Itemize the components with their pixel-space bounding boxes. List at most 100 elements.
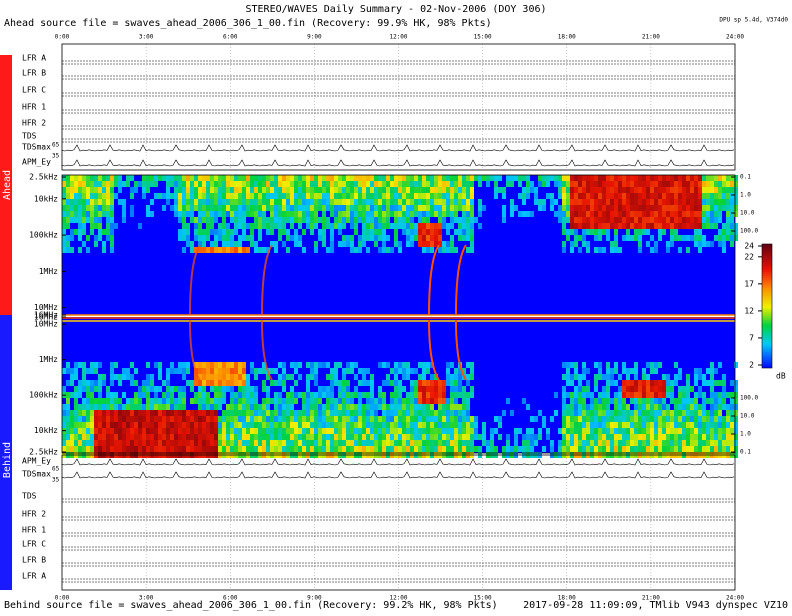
top-note: Ahead source file = swaves_ahead_2006_30… — [4, 18, 492, 29]
spectrogram-cell — [694, 434, 698, 440]
spectrogram-cell — [646, 392, 650, 398]
spectrogram-cell — [154, 410, 158, 416]
spectrogram-cell — [614, 398, 618, 404]
spectrogram-cell — [422, 205, 426, 211]
spectrogram-cell — [278, 446, 282, 452]
spectrogram-cell — [194, 416, 198, 422]
spectrogram-cell — [294, 392, 298, 398]
spectrogram-cell — [186, 428, 190, 434]
spectrogram-cell — [66, 398, 70, 404]
spectrogram-cell — [678, 440, 682, 446]
spectrogram-cell — [446, 374, 450, 380]
spectrogram-cell — [238, 175, 242, 181]
spectrogram-cell — [246, 428, 250, 434]
spectrogram-cell — [678, 205, 682, 211]
spectrogram-cell — [622, 380, 626, 386]
spectrogram-cell — [414, 416, 418, 422]
spectrogram-cell — [366, 229, 370, 235]
spectrogram-cell — [438, 392, 442, 398]
spectrogram-cell — [670, 440, 674, 446]
spectrogram-cell — [690, 410, 694, 416]
spectrogram-cell — [506, 181, 510, 187]
spectrogram-cell — [218, 205, 222, 211]
spectrogram-cell — [86, 181, 90, 187]
spectrogram-cell — [350, 193, 354, 199]
spectrogram-cell — [162, 428, 166, 434]
spectrogram-cell — [594, 404, 598, 410]
sfu-tick-label: 100.0 — [740, 228, 758, 235]
spectrogram-cell — [78, 446, 82, 452]
spectrogram-cell — [150, 386, 154, 392]
spectrogram-cell — [322, 404, 326, 410]
spectrogram-cell — [202, 199, 206, 205]
spectrogram-cell — [602, 181, 606, 187]
spectrogram-cell — [610, 428, 614, 434]
spectrogram-cell — [94, 416, 98, 422]
spectrogram-cell — [722, 235, 726, 241]
spectrogram-cell — [146, 181, 150, 187]
spectrogram-cell — [598, 422, 602, 428]
spectrogram-cell — [506, 398, 510, 404]
spectrogram-cell — [194, 217, 198, 223]
spectrogram-cell — [594, 422, 598, 428]
spectrogram-cell — [142, 410, 146, 416]
spectrogram-cell — [330, 368, 334, 374]
spectrogram-cell — [98, 398, 102, 404]
spectrogram-cell — [270, 205, 274, 211]
spectrogram-cell — [434, 199, 438, 205]
spectrogram-cell — [658, 199, 662, 205]
spectrogram-cell — [262, 223, 266, 229]
spectrogram-cell — [218, 223, 222, 229]
spectrogram-cell — [174, 199, 178, 205]
spectrogram-cell — [358, 398, 362, 404]
spectrogram-cell — [130, 205, 134, 211]
spectrogram-cell — [370, 235, 374, 241]
spectrogram-cell — [310, 229, 314, 235]
spectrogram-cell — [666, 217, 670, 223]
spectrogram-cell — [178, 211, 182, 217]
spectrogram-cell — [186, 223, 190, 229]
spectrogram-cell — [602, 374, 606, 380]
spectrogram-cell — [62, 434, 66, 440]
spectrogram-cell — [726, 392, 730, 398]
spectrogram-cell — [714, 446, 718, 452]
spectrogram-cell — [594, 193, 598, 199]
spectrogram-cell — [450, 428, 454, 434]
spectrogram-cell — [258, 229, 262, 235]
spectrogram-cell — [98, 235, 102, 241]
spectrogram-cell — [202, 380, 206, 386]
spectrogram-cell — [230, 181, 234, 187]
spectrogram-cell — [306, 416, 310, 422]
spectrogram-cell — [734, 362, 738, 368]
spectrogram-cell — [290, 446, 294, 452]
spectrogram-cell — [318, 187, 322, 193]
spectrogram-cell — [318, 392, 322, 398]
spectrogram-cell — [178, 199, 182, 205]
spectrogram-cell — [142, 392, 146, 398]
spectrogram-cell — [270, 241, 274, 247]
spectrogram-cell — [158, 446, 162, 452]
spectrogram-cell — [654, 217, 658, 223]
spectrogram-cell — [266, 229, 270, 235]
spectrogram-cell — [646, 434, 650, 440]
spectrogram-cell — [670, 175, 674, 181]
spectrogram-cell — [714, 440, 718, 446]
spectrogram-cell — [290, 428, 294, 434]
spectrogram-cell — [370, 446, 374, 452]
spectrogram-cell — [234, 211, 238, 217]
spectrogram-cell — [718, 193, 722, 199]
spectrogram-cell — [426, 187, 430, 193]
spectrogram-cell — [650, 422, 654, 428]
spectrogram-cell — [630, 386, 634, 392]
spectrogram-cell — [518, 446, 522, 452]
spectrogram-cell — [278, 428, 282, 434]
spectrogram-cell — [82, 181, 86, 187]
spectrogram-cell — [90, 446, 94, 452]
spectrogram-cell — [246, 247, 250, 253]
spectrogram-cell — [502, 193, 506, 199]
spectrogram-cell — [430, 211, 434, 217]
spectrogram-cell — [82, 241, 86, 247]
spectrogram-cell — [314, 211, 318, 217]
spectrogram-cell — [622, 193, 626, 199]
spectrogram-cell — [418, 410, 422, 416]
